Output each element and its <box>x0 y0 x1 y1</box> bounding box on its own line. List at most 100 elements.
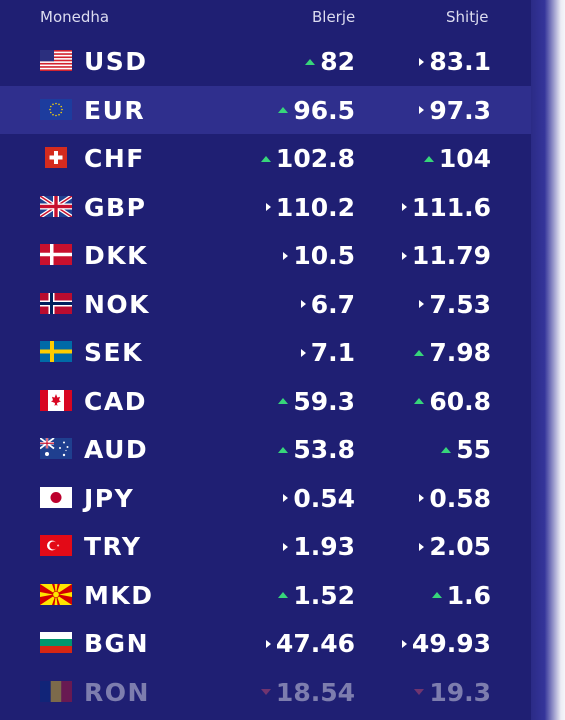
au-flag-icon <box>40 438 72 459</box>
rate-row-aud[interactable]: AUD 53.8 55 <box>0 425 531 473</box>
rate-row-mkd[interactable]: MKD 1.52 1.6 <box>0 571 531 619</box>
tr-flag-icon <box>40 535 72 556</box>
sell-rate: 60.8 <box>414 387 491 416</box>
rate-row-sek[interactable]: SEK 7.1 7.98 <box>0 328 531 376</box>
rate-row-dkk[interactable]: DKK 10.5 11.79 <box>0 231 531 279</box>
currency-code: TRY <box>84 532 142 561</box>
mk-flag-icon <box>40 583 72 605</box>
sell-rate: 104 <box>423 144 491 173</box>
currency-code: GBP <box>84 192 147 222</box>
down-arrow-icon <box>414 689 425 695</box>
buy-value: 10.5 <box>293 241 355 270</box>
buy-value: 53.8 <box>293 435 355 464</box>
right-arrow-icon <box>283 494 289 502</box>
currency-code: BGN <box>84 629 149 658</box>
ch-flag-icon <box>40 147 72 168</box>
rate-row-eur[interactable]: EUR 96.5 97.3 <box>0 85 531 134</box>
rate-row-chf[interactable]: CHF 102.8 104 <box>0 134 531 182</box>
sell-value: 60.8 <box>429 386 491 416</box>
buy-rate: 96.5 <box>278 96 355 125</box>
right-arrow-icon <box>283 542 289 551</box>
buy-value: 7.1 <box>310 338 355 367</box>
buy-rate: 6.7 <box>300 289 355 319</box>
buy-value: 0.54 <box>293 483 355 513</box>
rate-row-nok[interactable]: NOK 6.7 7.53 <box>0 280 531 328</box>
gb-flag-icon <box>40 195 72 217</box>
up-arrow-icon <box>278 446 289 453</box>
buy-rate: 10.5 <box>283 241 355 270</box>
sell-rate: 7.98 <box>414 338 491 367</box>
down-arrow-icon <box>260 689 271 695</box>
table-header: Monedha Blerje Shitje <box>0 0 531 36</box>
buy-value: 1.93 <box>293 532 355 561</box>
up-arrow-icon <box>441 446 452 453</box>
sell-rate: 111.6 <box>401 192 491 222</box>
sell-rate: 0.58 <box>419 484 491 513</box>
rate-row-ron[interactable]: RON 18.54 19.3 <box>0 668 531 716</box>
header-buy: Blerje <box>312 8 356 26</box>
exchange-rates-panel: Monedha Blerje Shitje USD 82 83.1 EUR 96.5 97… <box>0 0 531 720</box>
sell-value: 7.53 <box>429 289 491 319</box>
currency-code: CAD <box>84 386 147 416</box>
buy-value: 96.5 <box>293 95 355 125</box>
scroll-edge <box>531 0 565 720</box>
sell-rate: 19.3 <box>414 678 491 707</box>
right-arrow-icon <box>265 639 271 648</box>
buy-rate: 47.46 <box>265 629 355 658</box>
buy-value: 59.3 <box>293 386 355 416</box>
currency-code: NOK <box>84 289 151 319</box>
right-arrow-icon <box>300 348 306 357</box>
sell-rate: 83.1 <box>419 47 491 76</box>
header-currency: Monedha <box>40 8 110 26</box>
sell-value: 1.6 <box>446 580 491 610</box>
buy-value: 6.7 <box>310 289 355 319</box>
sell-rate: 2.05 <box>419 532 491 561</box>
sell-value: 83.1 <box>429 47 491 76</box>
up-arrow-icon <box>305 58 316 65</box>
rate-row-cad[interactable]: CAD 59.3 60.8 <box>0 377 531 425</box>
currency-code: EUR <box>84 95 146 125</box>
currency-code: SEK <box>84 338 143 367</box>
sell-rate: 97.3 <box>419 96 491 125</box>
up-arrow-icon <box>431 592 442 598</box>
buy-rate: 0.54 <box>283 484 355 513</box>
rate-row-bgn[interactable]: BGN 47.46 49.93 <box>0 619 531 667</box>
rate-row-try[interactable]: TRY 1.93 2.05 <box>0 522 531 570</box>
rate-row-gbp[interactable]: GBP 110.2 111.6 <box>0 183 531 231</box>
rate-row-jpy[interactable]: JPY 0.54 0.58 <box>0 474 531 522</box>
buy-rate: 102.8 <box>260 144 355 173</box>
eu-flag-icon <box>40 98 72 120</box>
sell-value: 49.93 <box>411 629 491 658</box>
up-arrow-icon <box>278 398 289 404</box>
up-arrow-icon <box>414 349 425 356</box>
se-flag-icon <box>40 341 72 362</box>
buy-value: 1.52 <box>293 580 355 610</box>
no-flag-icon <box>40 292 72 314</box>
currency-code: MKD <box>84 580 154 610</box>
sell-value: 7.98 <box>429 338 491 367</box>
sell-value: 19.3 <box>429 677 491 707</box>
buy-value: 18.54 <box>275 677 355 707</box>
right-arrow-icon <box>419 57 425 66</box>
up-arrow-icon <box>414 398 425 404</box>
buy-rate: 53.8 <box>278 435 355 464</box>
currency-code: USD <box>84 47 148 76</box>
buy-rate: 1.93 <box>283 532 355 561</box>
sell-value: 111.6 <box>411 192 491 222</box>
right-arrow-icon <box>419 494 425 502</box>
buy-value: 82 <box>320 47 355 76</box>
rate-row-usd[interactable]: USD 82 83.1 <box>0 37 531 85</box>
buy-rate: 59.3 <box>278 387 355 416</box>
buy-rate: 1.52 <box>278 581 355 610</box>
sell-rate: 55 <box>441 435 491 464</box>
buy-rate: 110.2 <box>265 193 355 222</box>
sell-value: 97.3 <box>429 95 491 125</box>
bg-flag-icon <box>40 632 72 653</box>
right-arrow-icon <box>265 203 271 211</box>
currency-code: JPY <box>84 483 135 513</box>
right-arrow-icon <box>419 300 425 308</box>
right-arrow-icon <box>401 251 407 260</box>
ca-flag-icon <box>40 389 72 411</box>
up-arrow-icon <box>278 592 289 598</box>
us-flag-icon <box>40 50 72 71</box>
